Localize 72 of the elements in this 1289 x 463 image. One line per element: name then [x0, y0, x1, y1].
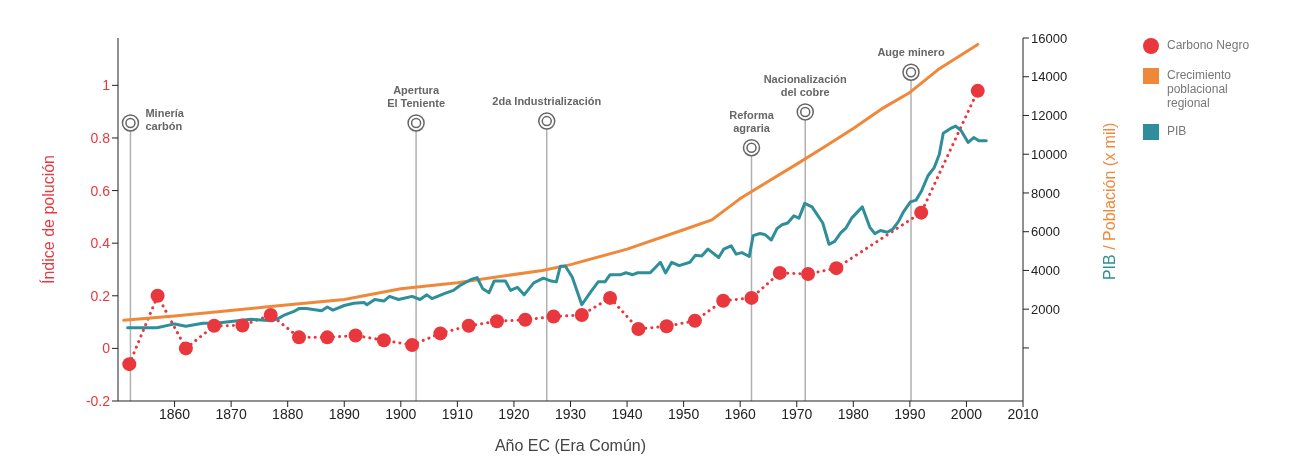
point	[801, 266, 816, 281]
y2-tick-label: 6000	[1031, 224, 1060, 240]
x-tick-label: 2000	[950, 405, 983, 422]
x-tick-label: 1880	[272, 405, 304, 422]
point	[348, 328, 363, 343]
ref-line-label: Auge minero	[877, 46, 945, 59]
point	[150, 288, 165, 303]
y2-tick-label: 16000	[1031, 30, 1068, 46]
x-tick-label: 1870	[215, 405, 247, 422]
x-tick-label: 1970	[781, 405, 813, 422]
y-tick-label: 0.6	[90, 182, 111, 199]
point	[716, 293, 731, 308]
ref-line-label: Nacionalización del cobre	[763, 72, 848, 98]
line-series	[122, 42, 980, 322]
legend-label: Crecimiento poblacional regional	[1167, 68, 1233, 110]
legend-label: PIB	[1167, 124, 1188, 138]
y-tick-label: -0.2	[85, 392, 111, 409]
y-tick-label: 0.2	[90, 287, 111, 304]
point	[914, 205, 929, 220]
x-tick-label: 1960	[724, 405, 756, 422]
x-tick-label: 1920	[498, 405, 530, 422]
x-tick-label: 1950	[668, 405, 700, 422]
y2-tick-label: 4000	[1031, 263, 1060, 279]
point	[292, 330, 306, 345]
x-tick-label: 1980	[837, 405, 870, 422]
point	[546, 309, 561, 324]
point	[207, 318, 222, 333]
legend-label: Carbono Negro	[1167, 38, 1251, 52]
ref-line-label: 2da Industrialización	[492, 95, 602, 108]
y2-tick-label: 12000	[1031, 108, 1068, 124]
point	[603, 290, 618, 305]
x-tick-label: 1940	[611, 405, 643, 422]
point	[687, 313, 702, 328]
y2-tick-label: 10000	[1031, 146, 1068, 162]
x-tick-label: 1890	[328, 405, 361, 422]
x-tick-label: 1910	[441, 405, 474, 422]
y2-axis-title: PIB / Población (x mil)	[1101, 122, 1118, 281]
point	[489, 314, 504, 329]
point	[659, 319, 674, 334]
x-axis-title: Año EC (Era Común)	[494, 437, 647, 454]
y-tick-label: 0.4	[90, 235, 111, 252]
ref-line-label: Reforma agraria	[729, 108, 775, 134]
point	[320, 330, 335, 345]
point	[574, 307, 589, 322]
point	[178, 341, 193, 356]
y-tick-label: 1	[102, 77, 111, 94]
y-axis-title: Índice de polución	[38, 155, 57, 284]
point	[772, 265, 787, 280]
ref-line-label: Minería carbón	[145, 106, 185, 132]
point	[235, 318, 250, 333]
y2-tick-label: 8000	[1031, 185, 1060, 201]
point	[433, 326, 448, 341]
x-tick-label: 1930	[554, 405, 587, 422]
x-tick-label: 2010	[1007, 405, 1039, 422]
y-tick-label: 0.8	[90, 129, 111, 146]
point	[518, 312, 533, 327]
y2-tick-label: 2000	[1031, 301, 1060, 317]
y-tick-label: 0	[102, 340, 111, 357]
x-tick-label: 1860	[158, 405, 191, 422]
point	[405, 337, 420, 352]
point	[970, 83, 985, 98]
x-tick-label: 1900	[385, 405, 417, 422]
point	[461, 318, 476, 333]
y2-tick-label: 14000	[1031, 69, 1068, 85]
point	[744, 290, 759, 305]
point	[829, 261, 844, 276]
x-tick-label: 1990	[894, 405, 926, 422]
point	[122, 357, 137, 372]
point	[376, 333, 391, 348]
point	[631, 321, 646, 336]
ref-line-label: Apertura El Teniente	[387, 83, 446, 109]
point	[263, 307, 278, 322]
